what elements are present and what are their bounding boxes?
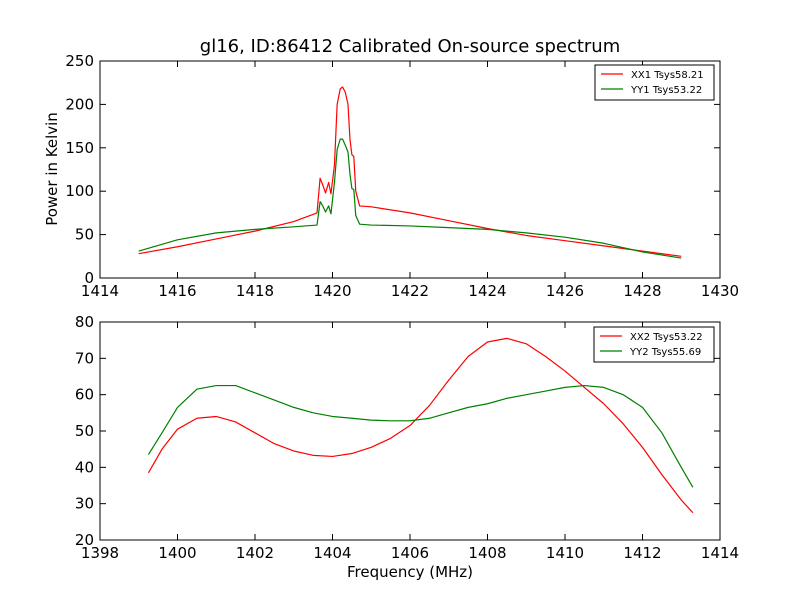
x-tick-label: 1428 <box>623 282 661 300</box>
x-tick-label: 1430 <box>701 282 739 300</box>
legend-box <box>593 326 715 363</box>
x-tick-label: 1424 <box>468 282 506 300</box>
x-tick-label: 1404 <box>313 544 351 562</box>
y-tick-label: 200 <box>65 95 94 113</box>
series-line-2 <box>147 384 694 488</box>
x-tick-label: 1398 <box>81 544 119 562</box>
series-line-1 <box>138 86 682 257</box>
x-axis-label: Frequency (MHz) <box>347 563 473 581</box>
y-tick-label: 80 <box>75 313 94 331</box>
legend-label: YY2 Tsys55.69 <box>629 347 701 358</box>
legend-box <box>594 64 715 101</box>
x-tick-label: 1402 <box>236 544 274 562</box>
y-tick-label: 100 <box>65 182 94 200</box>
chart-title: gl16, ID:86412 Calibrated On-source spec… <box>200 36 620 57</box>
y-tick-label: 70 <box>75 349 94 367</box>
legend-label: XX1 Tsys58.21 <box>631 70 704 81</box>
top-panel: 1414 1416 1418 1420 1422 1424 1426 1428 1430 0 50 1… <box>65 52 739 300</box>
series-line-2 <box>138 138 682 259</box>
x-tick-label: 1418 <box>236 282 274 300</box>
y-tick-label: 30 <box>75 495 94 513</box>
x-tick-label: 1410 <box>546 544 584 562</box>
x-tick-label: 1426 <box>546 282 584 300</box>
y-axis-label: Power in Kelvin <box>43 112 61 226</box>
y-tick-label: 150 <box>65 139 94 157</box>
bottom-panel: 1398 1400 1402 1404 1406 1408 1410 1412 1414 20 30… <box>75 313 739 562</box>
y-tick-label: 250 <box>65 52 94 70</box>
y-tick-label: 60 <box>75 386 94 404</box>
y-tick-label: 40 <box>75 458 94 476</box>
x-tick-label: 1414 <box>701 544 739 562</box>
x-tick-label: 1400 <box>158 544 196 562</box>
x-tick-label: 1416 <box>158 282 196 300</box>
legend: XX2 Tsys53.22 YY2 Tsys55.69 <box>593 326 715 363</box>
y-tick-label: 50 <box>75 422 94 440</box>
y-tick-label: 20 <box>75 531 94 549</box>
x-tick-label: 1422 <box>391 282 429 300</box>
legend: XX1 Tsys58.21 YY1 Tsys53.22 <box>594 64 715 101</box>
series-line-1 <box>147 337 694 514</box>
x-tick-label: 1420 <box>313 282 351 300</box>
y-tick-label: 50 <box>75 226 94 244</box>
x-tick-label: 1412 <box>623 544 661 562</box>
legend-label: XX2 Tsys53.22 <box>630 332 703 343</box>
x-tick-label: 1406 <box>391 544 429 562</box>
y-tick-label: 0 <box>84 269 94 287</box>
x-tick-label: 1408 <box>468 544 506 562</box>
x-tick-label: 1414 <box>81 282 119 300</box>
legend-label: YY1 Tsys53.22 <box>630 85 702 96</box>
